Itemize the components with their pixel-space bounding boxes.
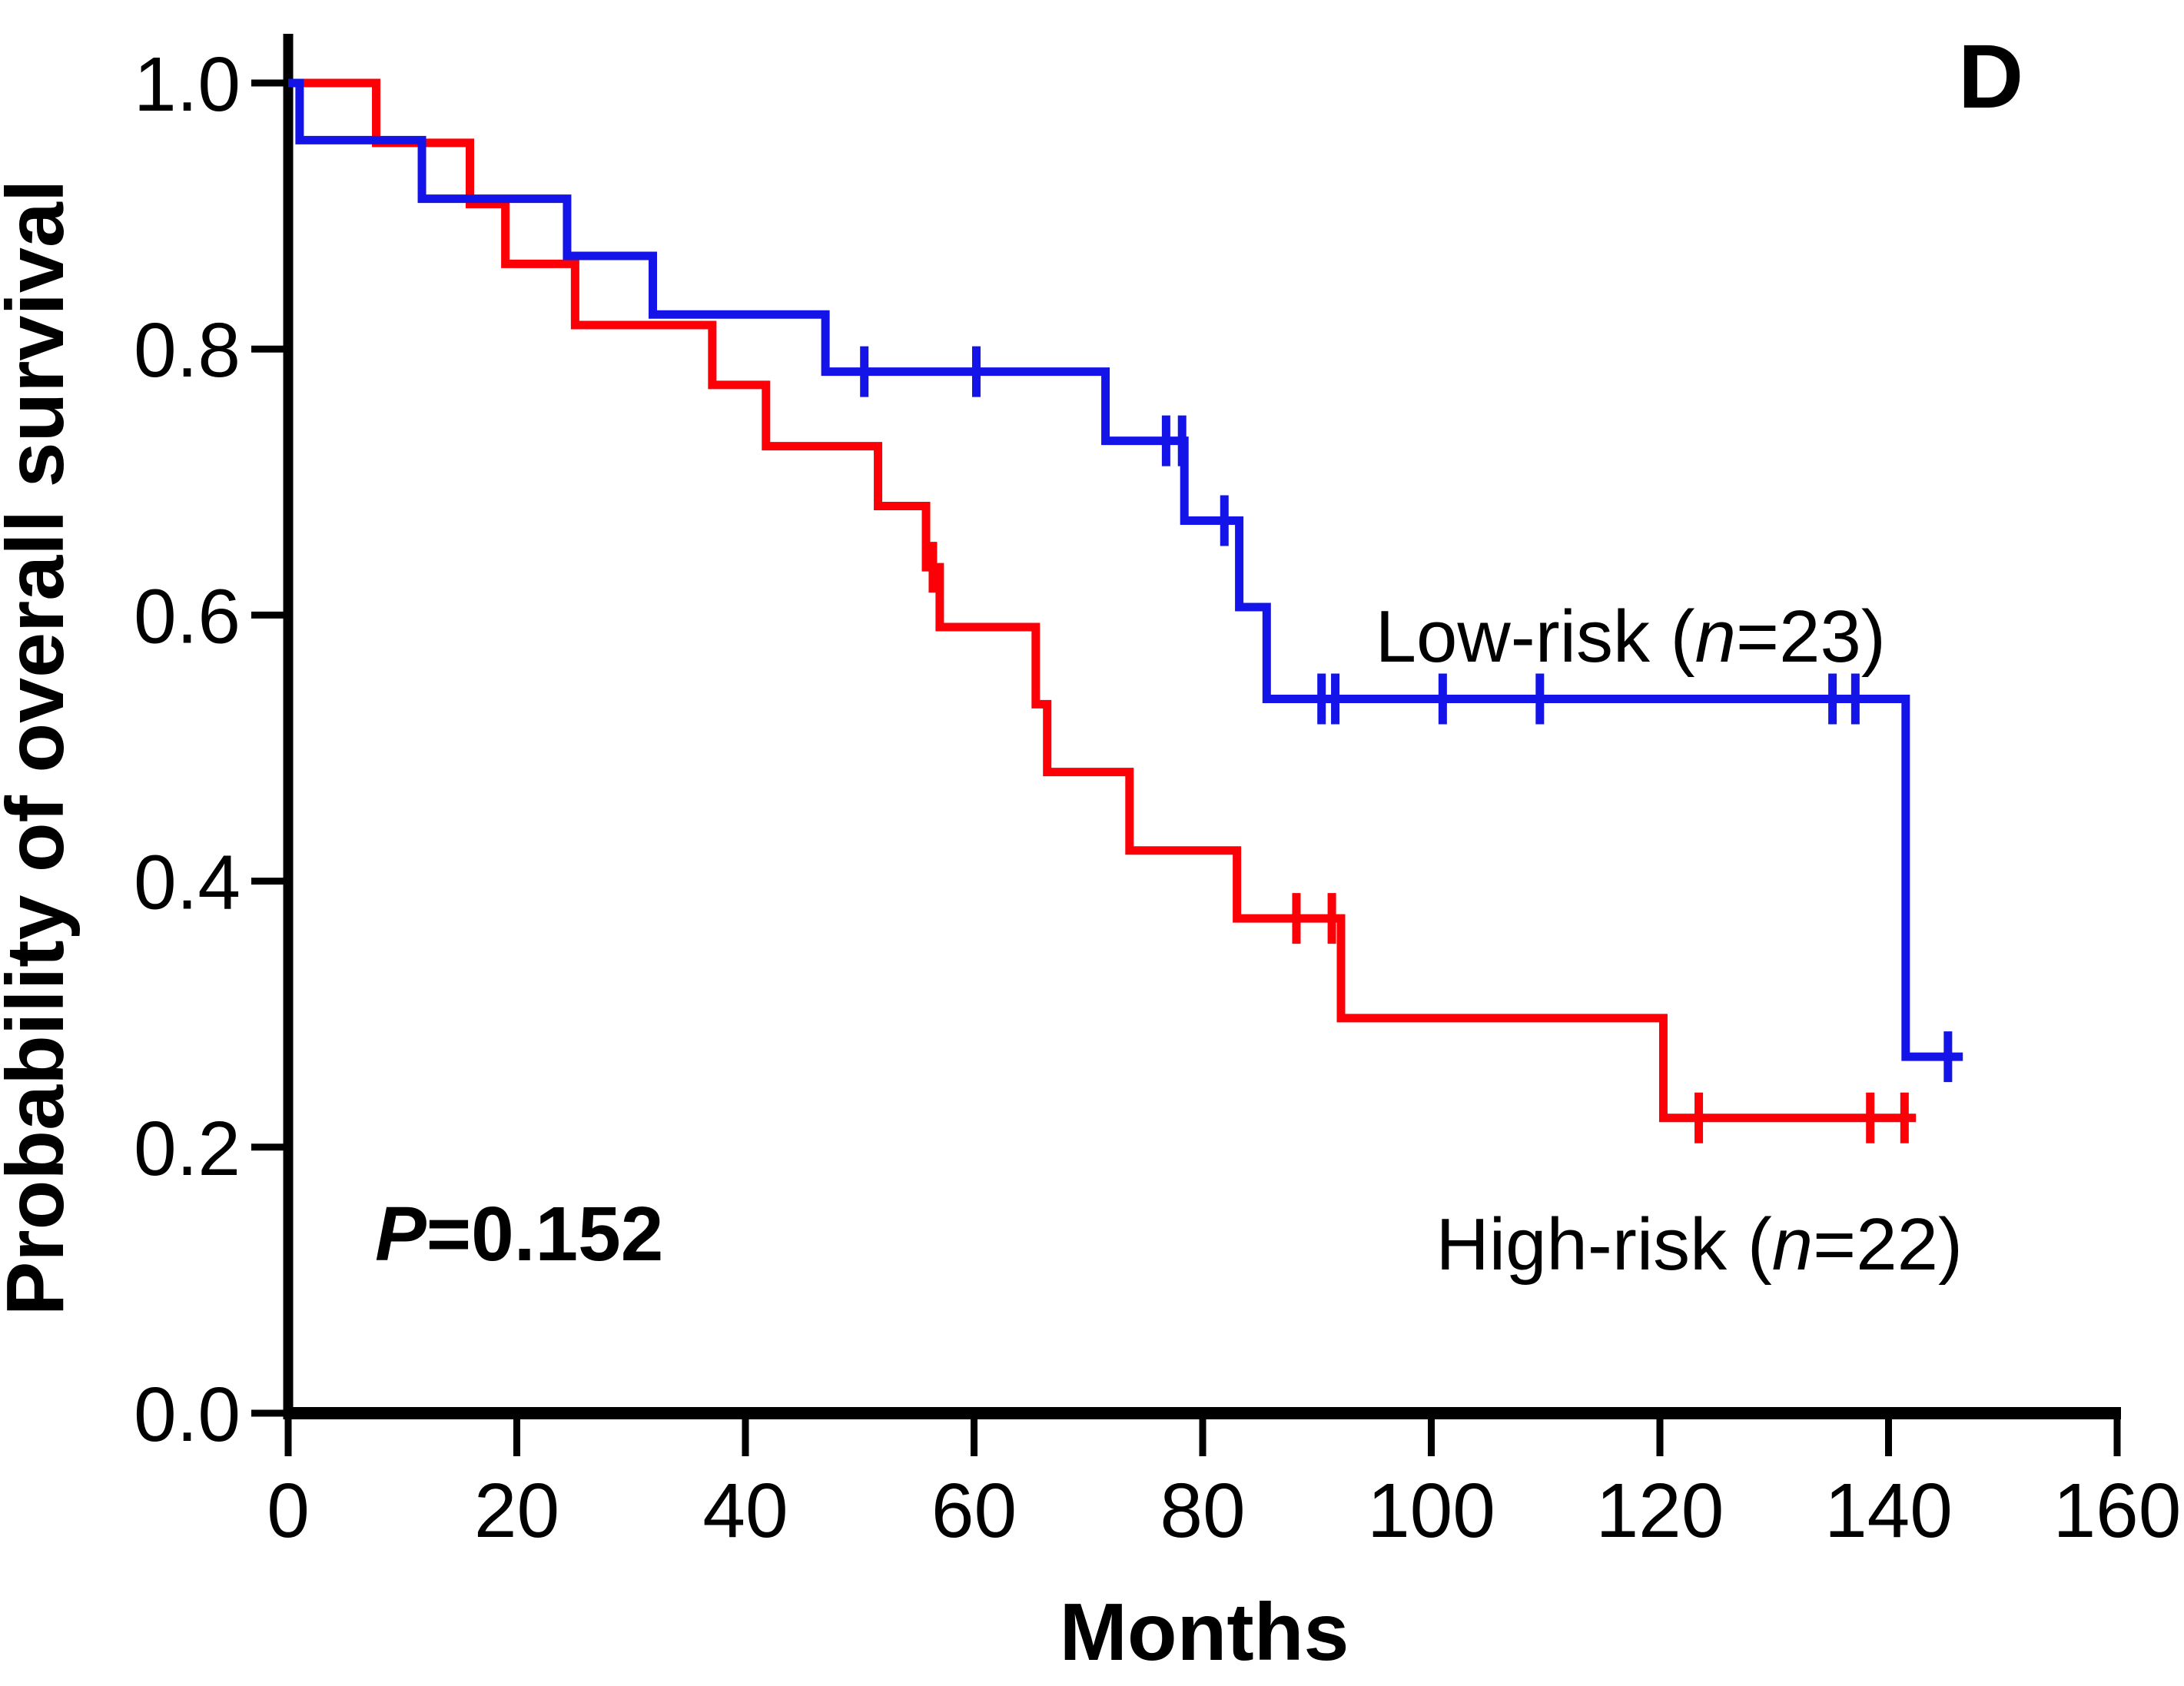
y-tick-label: 0.8 bbox=[134, 307, 241, 393]
series-high-risk-curve bbox=[288, 78, 1917, 1123]
legend-high-risk: High-risk (n=22) bbox=[1436, 1203, 1963, 1286]
y-tick-label: 1.0 bbox=[134, 41, 241, 128]
x-tick-label: 40 bbox=[702, 1468, 788, 1554]
p-value-label: P=0.152 bbox=[375, 1191, 663, 1277]
y-axis-title: Probability of overall survival bbox=[0, 180, 81, 1316]
x-axis-title: Months bbox=[1060, 1587, 1349, 1678]
y-tick-label: 0.0 bbox=[134, 1372, 241, 1458]
x-tick-label: 160 bbox=[2053, 1468, 2182, 1554]
tick-labels-layer: 1.0 0.8 0.6 0.4 0.2 0.0 0 20 40 60 80 100 120 140 160 bbox=[134, 41, 2181, 1554]
series-layer bbox=[288, 78, 1963, 1143]
y-tick-label: 0.2 bbox=[134, 1106, 241, 1192]
x-tick-label: 60 bbox=[931, 1468, 1017, 1554]
x-tick-label: 140 bbox=[1824, 1468, 1953, 1554]
x-tick-label: 120 bbox=[1596, 1468, 1724, 1554]
x-tick-label: 80 bbox=[1160, 1468, 1245, 1554]
legend-low-risk: Low-risk (n=23) bbox=[1376, 596, 1886, 678]
panel-letter: D bbox=[1958, 26, 2023, 128]
series-low-risk-curve bbox=[288, 78, 1963, 1061]
axes-layer bbox=[251, 34, 2121, 1456]
x-tick-label: 20 bbox=[474, 1468, 559, 1554]
y-tick-label: 0.6 bbox=[134, 573, 241, 659]
x-tick-label: 100 bbox=[1367, 1468, 1495, 1554]
x-tick-label: 0 bbox=[267, 1468, 310, 1554]
y-tick-label: 0.4 bbox=[134, 840, 241, 926]
